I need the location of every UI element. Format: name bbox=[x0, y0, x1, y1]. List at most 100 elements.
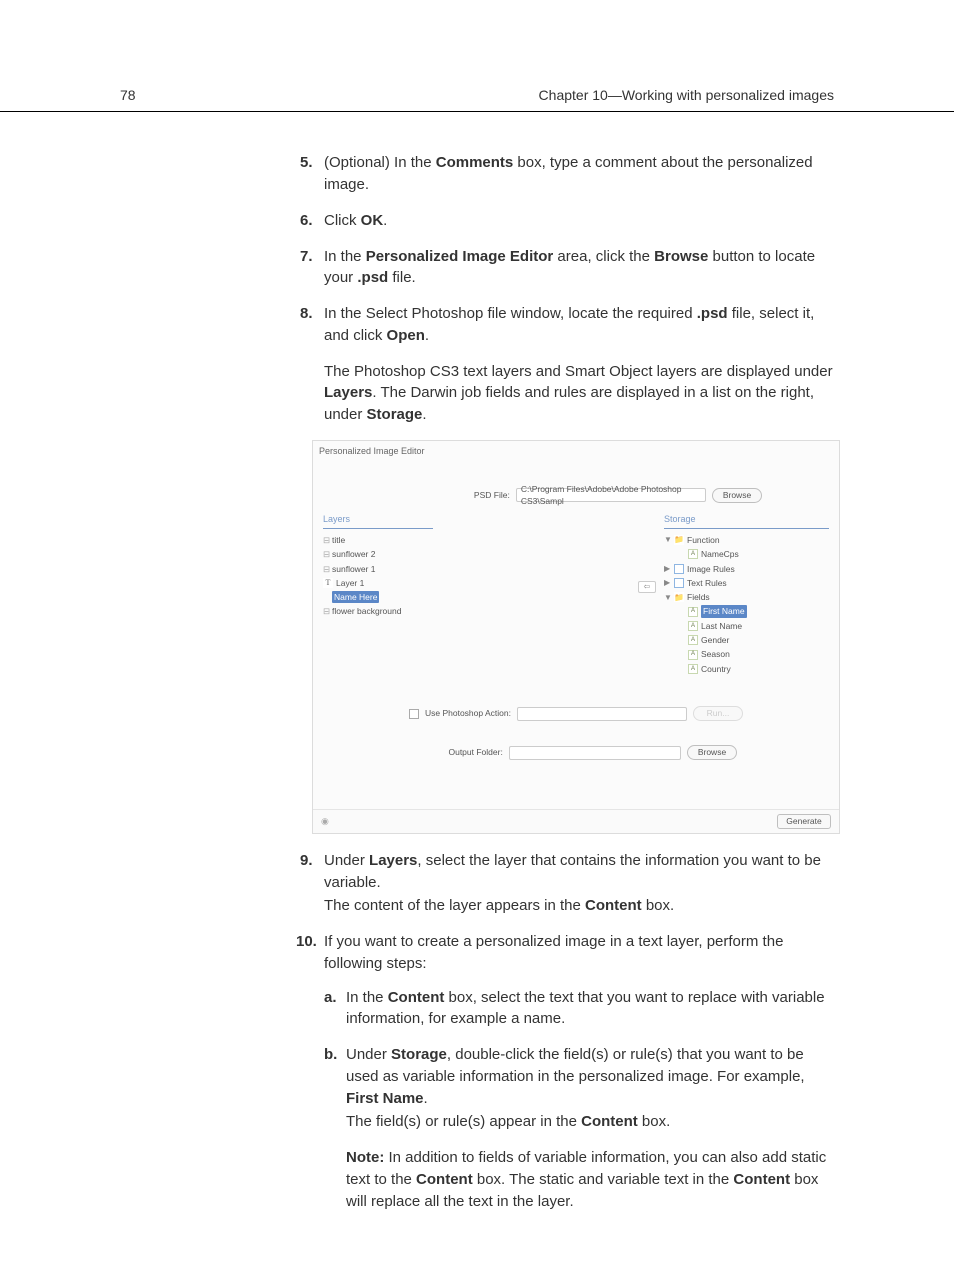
step-6: 6. Click OK. bbox=[300, 210, 834, 232]
output-folder-field[interactable] bbox=[509, 746, 681, 760]
layers-title: Layers bbox=[323, 511, 433, 529]
storage-group-function[interactable]: Function bbox=[664, 533, 829, 547]
bold-layers: Layers bbox=[369, 852, 417, 869]
storage-item[interactable]: NameCps bbox=[664, 547, 829, 561]
step-text: Under bbox=[346, 1046, 391, 1063]
step-9: 9. Under Layers, select the layer that c… bbox=[300, 850, 834, 917]
step-text: file. bbox=[388, 269, 416, 286]
step-text: In the Select Photoshop file window, loc… bbox=[324, 305, 697, 322]
bold-psd: .psd bbox=[697, 305, 728, 322]
text: The field(s) or rule(s) appear in the bbox=[346, 1113, 581, 1130]
output-folder-row: Output Folder: Browse bbox=[313, 741, 839, 764]
layer-item-selected[interactable]: Name Here bbox=[323, 590, 433, 604]
bold-pie: Personalized Image Editor bbox=[366, 248, 554, 265]
layer-item[interactable]: ⊟sunflower 2 bbox=[323, 547, 433, 561]
storage-group-fields[interactable]: Fields bbox=[664, 590, 829, 604]
bold-ok: OK bbox=[361, 212, 384, 229]
step-8: 8. In the Select Photoshop file window, … bbox=[300, 303, 834, 834]
step-7: 7. In the Personalized Image Editor area… bbox=[300, 246, 834, 290]
step-text: If you want to create a personalized ima… bbox=[324, 933, 783, 972]
step-number: 5. bbox=[300, 152, 313, 174]
browse-button[interactable]: Browse bbox=[712, 488, 762, 503]
bold-psd: .psd bbox=[357, 269, 388, 286]
text: . bbox=[422, 406, 426, 423]
psd-file-field[interactable]: C:\Program Files\Adobe\Adobe Photoshop C… bbox=[516, 488, 706, 502]
content-area: 5. (Optional) In the Comments box, type … bbox=[0, 112, 954, 1212]
step-8-after: The Photoshop CS3 text layers and Smart … bbox=[324, 361, 834, 426]
step-text: In the bbox=[346, 989, 388, 1006]
storage-title: Storage bbox=[664, 511, 829, 529]
layer-item[interactable]: Layer 1 bbox=[323, 576, 433, 590]
bold-firstname: First Name bbox=[346, 1090, 424, 1107]
bold-content: Content bbox=[388, 989, 445, 1006]
substep-number: a. bbox=[324, 987, 337, 1009]
step-text: Click bbox=[324, 212, 361, 229]
bold-storage: Storage bbox=[367, 406, 423, 423]
preview-icon[interactable]: ◉ bbox=[321, 815, 329, 828]
step-number: 6. bbox=[300, 210, 313, 232]
step-10b-note: Note: In addition to fields of variable … bbox=[346, 1147, 834, 1212]
storage-item[interactable]: Season bbox=[664, 647, 829, 661]
page-number: 78 bbox=[120, 85, 136, 105]
step-text: . bbox=[424, 1090, 428, 1107]
action-run-button[interactable]: Run... bbox=[693, 706, 743, 721]
step-10: 10. If you want to create a personalized… bbox=[300, 931, 834, 1212]
bold-content: Content bbox=[733, 1171, 790, 1188]
bold-storage: Storage bbox=[391, 1046, 447, 1063]
storage-group-image-rules[interactable]: Image Rules bbox=[664, 562, 829, 576]
layer-item[interactable]: ⊟title bbox=[323, 533, 433, 547]
step-number: 7. bbox=[300, 246, 313, 268]
note-lead: Note: bbox=[346, 1149, 384, 1166]
step-number: 8. bbox=[300, 303, 313, 325]
step-9-after: The content of the layer appears in the … bbox=[324, 895, 834, 917]
step-number: 10. bbox=[296, 931, 317, 953]
step-5: 5. (Optional) In the Comments box, type … bbox=[300, 152, 834, 196]
layers-pane: Layers ⊟title ⊟sunflower 2 ⊟sunflower 1 … bbox=[323, 511, 433, 676]
text: box. bbox=[642, 897, 675, 914]
step-10b: b. Under Storage, double-click the field… bbox=[324, 1044, 834, 1212]
action-field[interactable] bbox=[517, 707, 687, 721]
page-header: 78 Chapter 10—Working with personalized … bbox=[0, 0, 954, 112]
chapter-title: Chapter 10—Working with personalized ima… bbox=[539, 85, 834, 105]
text: The Photoshop CS3 text layers and Smart … bbox=[324, 363, 833, 380]
step-10a: a. In the Content box, select the text t… bbox=[324, 987, 834, 1031]
output-browse-button[interactable]: Browse bbox=[687, 745, 737, 760]
step-text: Under bbox=[324, 852, 369, 869]
editor-bottom-bar: ◉ Generate bbox=[313, 809, 839, 833]
text: The content of the layer appears in the bbox=[324, 897, 585, 914]
psd-file-row: PSD File: C:\Program Files\Adobe\Adobe P… bbox=[313, 462, 839, 511]
step-text: (Optional) In the bbox=[324, 154, 436, 171]
text: box. bbox=[638, 1113, 671, 1130]
storage-group-text-rules[interactable]: Text Rules bbox=[664, 576, 829, 590]
step-10b-after: The field(s) or rule(s) appear in the Co… bbox=[346, 1111, 834, 1133]
use-action-label: Use Photoshop Action: bbox=[425, 707, 511, 719]
step-text: . bbox=[383, 212, 387, 229]
text: box. The static and variable text in the bbox=[473, 1171, 734, 1188]
bold-comments: Comments bbox=[436, 154, 514, 171]
step-text: area, click the bbox=[553, 248, 654, 265]
output-folder-label: Output Folder: bbox=[415, 746, 503, 758]
bold-content: Content bbox=[585, 897, 642, 914]
editor-title: Personalized Image Editor bbox=[313, 441, 839, 462]
storage-pane: Storage Function NameCps Image Rules Tex… bbox=[664, 511, 829, 676]
step-number: 9. bbox=[300, 850, 313, 872]
generate-button[interactable]: Generate bbox=[777, 814, 831, 829]
storage-item[interactable]: Gender bbox=[664, 633, 829, 647]
bold-content: Content bbox=[416, 1171, 473, 1188]
content-pane: ⇦ bbox=[433, 511, 664, 676]
step-text: In the bbox=[324, 248, 366, 265]
storage-item-firstname[interactable]: First Name bbox=[664, 604, 829, 618]
bold-content: Content bbox=[581, 1113, 638, 1130]
add-field-button[interactable]: ⇦ bbox=[638, 581, 656, 593]
personalized-image-editor-screenshot: Personalized Image Editor PSD File: C:\P… bbox=[312, 440, 840, 834]
substep-number: b. bbox=[324, 1044, 337, 1066]
storage-item[interactable]: Country bbox=[664, 662, 829, 676]
bold-open: Open bbox=[387, 327, 425, 344]
photoshop-action-row: Use Photoshop Action: Run... bbox=[313, 702, 839, 725]
storage-item[interactable]: Last Name bbox=[664, 619, 829, 633]
use-action-checkbox[interactable] bbox=[409, 709, 419, 719]
bold-browse: Browse bbox=[654, 248, 708, 265]
bold-layers: Layers bbox=[324, 384, 372, 401]
layer-item[interactable]: ⊟flower background bbox=[323, 604, 433, 618]
layer-item[interactable]: ⊟sunflower 1 bbox=[323, 562, 433, 576]
